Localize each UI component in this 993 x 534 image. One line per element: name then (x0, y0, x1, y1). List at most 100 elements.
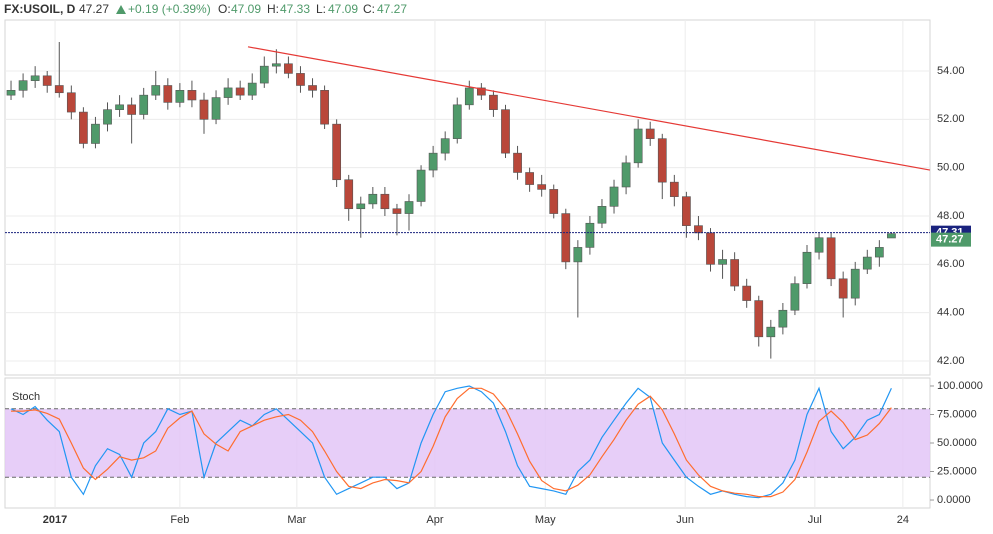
candle-body (561, 213, 571, 263)
candle-body (766, 326, 776, 338)
candle-body (284, 63, 293, 74)
candle-body (874, 247, 884, 258)
y-tick-label: 50.0000 (937, 437, 977, 449)
candle-body (645, 128, 655, 139)
candle-body (585, 222, 595, 248)
y-tick-label: 54.00 (937, 65, 965, 77)
candle-body (476, 87, 486, 96)
candle-body (513, 152, 522, 173)
symbol: FX:USOIL, D (4, 2, 76, 16)
candle-body (730, 259, 739, 287)
candle-body (814, 237, 824, 253)
candle-body (380, 193, 390, 210)
stoch-title: Stoch (12, 391, 40, 403)
candle-body (54, 85, 64, 94)
y-tick-label: 44.00 (937, 307, 965, 319)
candle-body (416, 169, 426, 202)
candle-body (682, 196, 691, 226)
candle-body (103, 109, 112, 125)
candle-body (549, 189, 559, 214)
candle-body (259, 65, 269, 84)
stoch-band (5, 408, 930, 478)
x-tick-label: Mar (287, 514, 306, 526)
candle-body (802, 251, 812, 284)
candle-body (718, 259, 727, 265)
y-tick-label: 50.00 (937, 162, 965, 174)
trendline (247, 46, 931, 171)
candle-body (838, 278, 848, 299)
candle-body (6, 90, 16, 96)
candle-body (79, 111, 88, 144)
candle-body (392, 208, 402, 214)
candle-body (115, 104, 124, 110)
candle-body (754, 300, 764, 338)
last: 47.27 (79, 2, 109, 16)
h-label: H: (267, 2, 279, 16)
x-tick-label: May (535, 514, 556, 526)
change: +0.19 (+0.39%) (128, 2, 211, 16)
candle-body (597, 206, 607, 224)
candle-body (887, 233, 896, 239)
stoch-line (10, 385, 892, 499)
c-label: C: (363, 2, 375, 16)
candle-body (778, 309, 788, 328)
candle-body (850, 268, 860, 299)
candle-body (452, 104, 462, 139)
candle-body (790, 283, 800, 311)
price-pane (4, 19, 931, 376)
l-value: 47.09 (328, 2, 358, 16)
candle-body (573, 247, 583, 263)
o-value: 47.09 (231, 2, 261, 16)
candle-body (223, 87, 233, 98)
candle-body (91, 123, 100, 144)
candle-body (163, 85, 173, 103)
candle-body (18, 80, 28, 91)
y-tick-label: 100.0000 (937, 380, 983, 392)
stoch-line (11, 387, 892, 498)
candle-body (862, 256, 872, 270)
candle-body (826, 237, 836, 280)
candle-body (428, 152, 438, 171)
y-tick-label: 48.00 (937, 210, 965, 222)
candle-body (464, 87, 474, 106)
y-tick-label: 42.00 (937, 355, 965, 367)
candle-body (127, 104, 136, 115)
candle-body (271, 63, 281, 67)
y-tick-label: 25.0000 (937, 465, 977, 477)
y-tick-label: 75.0000 (937, 408, 977, 420)
candle-body (440, 138, 450, 154)
last-price-label: 47.27 (936, 234, 964, 246)
candle-body (187, 90, 197, 101)
candle-body (657, 138, 667, 183)
candle-body (525, 172, 534, 185)
marks (5, 41, 931, 499)
candle-body (151, 85, 161, 96)
candle-body (175, 90, 185, 103)
x-tick-label: 24 (897, 514, 909, 526)
candle-body (694, 225, 703, 234)
candle-body (537, 184, 547, 190)
header: FX:USOIL, D 47.27 +0.19 (+0.39%) O: 47.0… (4, 2, 407, 16)
candle-body (211, 97, 221, 120)
candle-body (344, 179, 354, 210)
l-label: L: (316, 2, 326, 16)
x-tick-label: Jul (808, 514, 822, 526)
o-label: O: (218, 2, 231, 16)
x-tick-label: Jun (676, 514, 694, 526)
candle-body (320, 90, 329, 125)
candle-body (139, 94, 149, 115)
candle-body (332, 123, 342, 181)
candle-body (501, 109, 510, 154)
candle-body (633, 128, 643, 164)
candle-body (368, 193, 378, 205)
y-tick-label: 52.00 (937, 113, 965, 125)
candle-body (199, 99, 209, 120)
candle-body (42, 75, 52, 86)
candle-body (489, 94, 498, 110)
y-tick-label: 46.00 (937, 258, 965, 270)
x-tick-label: Apr (426, 514, 443, 526)
h-value: 47.33 (280, 2, 310, 16)
candle-body (669, 181, 679, 197)
